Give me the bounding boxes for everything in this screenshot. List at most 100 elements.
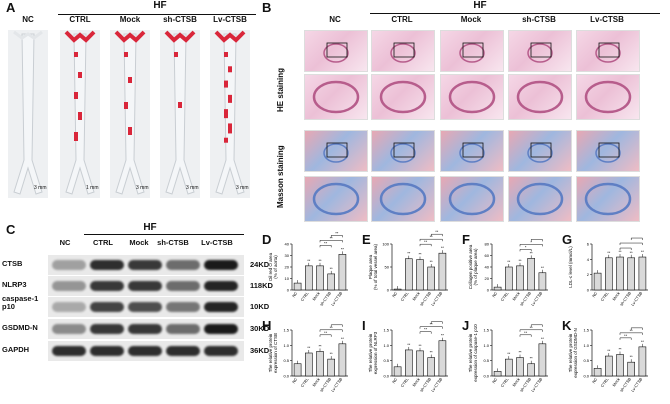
bar-I-4 — [438, 340, 447, 377]
aorta-body-0 — [13, 33, 43, 195]
band-0-1 — [90, 260, 124, 270]
tile-he-4-1 — [576, 74, 640, 120]
panel-b-group-4: Lv-CTSB — [590, 15, 624, 24]
bar-I-1 — [404, 349, 413, 377]
bar-D-4 — [338, 254, 347, 291]
scalebar-4: 3 mm — [236, 185, 249, 191]
aorta-0 — [8, 30, 48, 198]
aorta-arch-0 — [13, 30, 43, 40]
zoom-box-1-2 — [393, 142, 415, 158]
sig-mark-I-3: ** — [430, 350, 434, 355]
bracket-sig-D-0: ** — [324, 240, 328, 245]
bar-J-0 — [493, 371, 502, 377]
he-staining-row-label: HE staining — [276, 67, 285, 112]
bar-J-3 — [527, 363, 535, 377]
panel-b-hf-label: HF — [473, 0, 487, 11]
chart-label-F: F — [462, 232, 470, 247]
tile-art-0-0 — [323, 42, 349, 63]
vessel-ring-2-2 — [459, 143, 485, 163]
bar-H-4 — [338, 343, 347, 377]
x-tick-label-H-4: Lv-CTSB — [330, 376, 344, 392]
sig-mark-K-4: ** — [641, 339, 645, 344]
tile-ms-0-2 — [304, 130, 368, 172]
blot-row-0 — [48, 255, 244, 275]
sig-mark-G-3: ** — [630, 250, 634, 255]
aorta-3 — [160, 30, 200, 198]
y-tick-label-F-2: 40 — [485, 265, 490, 270]
vessel-ring-1-3 — [379, 182, 427, 216]
bracket-K-0 — [619, 337, 632, 340]
sig-mark-K-2: ** — [618, 347, 622, 352]
bracket-sig-F-1: * — [530, 239, 532, 244]
bar-F-1 — [504, 266, 513, 291]
plaque-spot-1-2 — [74, 92, 78, 99]
bracket-F-0 — [519, 249, 532, 252]
tile-art-1-1 — [379, 80, 427, 114]
sig-mark-H-2: ** — [318, 343, 322, 348]
chart-G: G LDL-c level (mmol/L) 0 2 4 6 NC CTRL ** Mock ** s… — [562, 232, 662, 318]
vessel-ring-0-1 — [312, 80, 360, 114]
y-axis-label-line-F-0: Collagen positive area — [468, 244, 473, 289]
x-tick-label-E-0: NC — [391, 291, 398, 299]
lane-label-3: sh-CTSB — [157, 238, 189, 247]
bar-E-0 — [393, 288, 402, 291]
chart-svg-D: Oil red O area(% of aorta) 0 10 20 30 40 NC CTR… — [268, 230, 348, 307]
x-tick-label-F-2: Mock — [511, 291, 521, 302]
x-tick-label-D-1: CTRL — [300, 290, 311, 302]
bar-D-1 — [304, 265, 313, 291]
panel-b-group-0: NC — [329, 15, 341, 24]
band-4-4 — [204, 346, 238, 356]
x-tick-label-D-0: NC — [291, 291, 298, 299]
aorta-drawing-1 — [64, 30, 96, 195]
masson-staining-row-label: Masson staining — [276, 145, 285, 208]
plaque-spot-4-0 — [224, 52, 228, 57]
bar-E-3 — [427, 266, 435, 291]
y-tick-label-J-1: 0.5 — [483, 358, 489, 363]
tile-art-4-3 — [584, 182, 632, 216]
bracket-sig-J-1: ** — [530, 325, 534, 330]
bracket-sig-K-1: ** — [630, 328, 634, 333]
tile-art-2-0 — [459, 42, 485, 63]
bracket-sig-H-0: ** — [324, 330, 328, 335]
bar-K-1 — [604, 355, 613, 377]
sig-mark-I-2: ** — [418, 343, 422, 348]
tile-art-1-2 — [390, 142, 416, 163]
bar-G-4 — [638, 256, 647, 291]
aorta-2 — [110, 30, 150, 198]
zoom-box-4-0 — [598, 42, 620, 58]
scalebar-1: 1 mm — [86, 185, 99, 191]
bracket-E-1 — [419, 238, 443, 242]
y-tick-label-J-2: 1.0 — [483, 343, 489, 348]
x-tick-label-I-1: CTRL — [400, 376, 411, 388]
x-tick-label-J-0: NC — [491, 377, 498, 385]
bracket-E-0 — [419, 243, 432, 247]
band-0-0 — [52, 260, 86, 270]
tile-art-2-2 — [459, 142, 485, 163]
x-tick-label-I-2: Mock — [411, 377, 421, 388]
sig-mark-H-3: ** — [330, 351, 334, 356]
x-tick-label-F-0: NC — [491, 291, 498, 299]
plaque-spot-4-6 — [224, 137, 228, 143]
bracket-G-1 — [619, 242, 643, 246]
vessel-ring-2-0 — [459, 43, 485, 63]
y-axis-label-line-K-1: expression of GSDMD-N — [573, 328, 578, 378]
bar-F-4 — [538, 272, 547, 291]
x-tick-label-D-4: Lv-CTSB — [330, 290, 344, 306]
aorta-drawing-4 — [214, 30, 246, 195]
tile-art-4-1 — [584, 80, 632, 114]
x-tick-label-K-0: NC — [591, 377, 598, 385]
panel-b-label: B — [262, 0, 272, 15]
panel-a-group-0: NC — [22, 15, 34, 24]
vessel-ring-2-3 — [448, 182, 496, 216]
tile-art-3-1 — [516, 80, 564, 114]
bracket-sig-F-0: * — [525, 244, 527, 249]
sig-mark-D-2: ** — [318, 258, 322, 263]
y-axis-label-K: The relative proteinexpression of GSDMD-… — [568, 328, 578, 378]
zoom-box-3-2 — [530, 142, 552, 158]
tile-he-0-1 — [304, 74, 368, 120]
bracket-J-1 — [519, 329, 543, 332]
bracket-H-0 — [319, 334, 332, 337]
chart-label-H: H — [262, 318, 272, 333]
bar-D-3 — [327, 273, 335, 291]
